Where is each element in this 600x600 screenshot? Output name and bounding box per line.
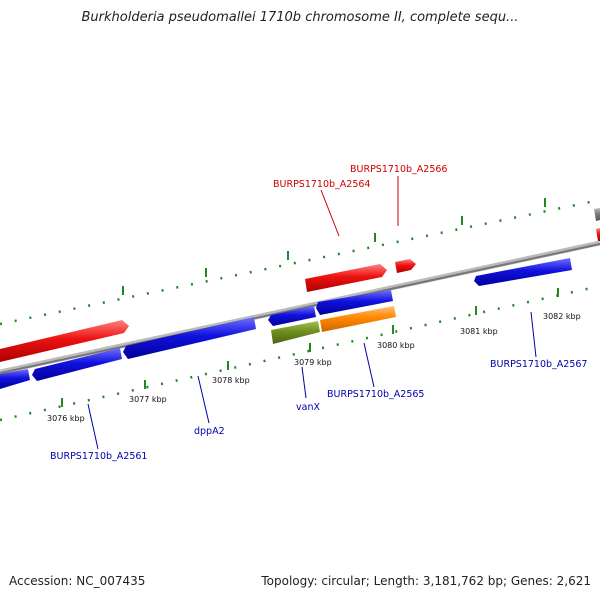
topology-text: Topology: circular; Length: 3,181,762 bp… — [261, 574, 591, 588]
gene-label[interactable]: BURPS1710b_A2567 — [490, 359, 587, 370]
leader-line — [320, 189, 340, 237]
ruler-label: 3080 kbp — [377, 341, 415, 350]
gene-label[interactable]: dppA2 — [194, 426, 225, 437]
leader-line — [87, 403, 99, 450]
leader-line — [301, 366, 307, 399]
leader-line — [197, 375, 210, 424]
gene-reverse[interactable] — [0, 369, 30, 389]
gene-other[interactable] — [594, 208, 600, 221]
lower-tick-track — [0, 284, 600, 422]
ruler-label: 3077 kbp — [129, 395, 167, 404]
gene-label[interactable]: vanX — [296, 402, 320, 413]
ruler-label: 3079 kbp — [294, 358, 332, 367]
map-title: Burkholderia pseudomallei 1710b chromoso… — [81, 10, 519, 25]
ruler-label: 3076 kbp — [47, 414, 85, 423]
gene-forward[interactable] — [596, 228, 600, 241]
upper-dot-row — [0, 198, 600, 326]
gene-orange[interactable] — [320, 306, 396, 332]
gene-label[interactable]: BURPS1710b_A2561 — [50, 451, 147, 462]
gene-reverse[interactable] — [268, 306, 316, 326]
gene-label[interactable]: BURPS1710b_A2564 — [273, 179, 370, 190]
bottom-label-leaders — [87, 311, 537, 450]
gene-label[interactable]: BURPS1710b_A2566 — [350, 164, 447, 175]
gene-label[interactable]: BURPS1710b_A2565 — [327, 389, 424, 400]
gene-reverse[interactable] — [32, 348, 122, 381]
chromosome-backbone-core — [0, 243, 600, 374]
ruler-label: 3078 kbp — [212, 376, 250, 385]
gene-forward[interactable] — [305, 264, 387, 292]
ruler-label: 3082 kbp — [543, 312, 581, 321]
upper-tick-track — [0, 198, 600, 326]
gene-reverse[interactable] — [123, 317, 256, 359]
leader-line — [363, 342, 375, 388]
top-label-leaders — [320, 176, 399, 237]
gene-reverse[interactable] — [474, 258, 572, 286]
accession-text: Accession: NC_007435 — [9, 574, 146, 588]
gene-olive[interactable] — [271, 321, 320, 344]
gene-reverse[interactable] — [316, 290, 393, 315]
ruler-label: 3081 kbp — [460, 327, 498, 336]
leader-line — [530, 311, 537, 358]
gene-forward[interactable] — [0, 320, 129, 362]
gene-forward[interactable] — [395, 259, 416, 273]
